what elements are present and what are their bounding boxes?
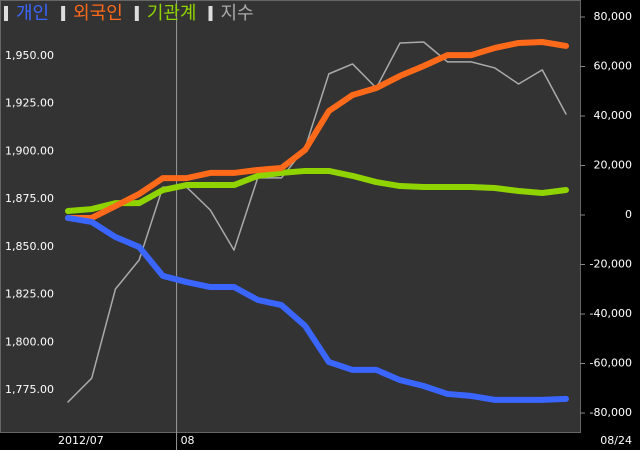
y-tick-label: 1,825.00 [5,288,54,301]
series-line [67,41,567,403]
y2-tick-label: 60,000 [594,60,633,73]
y-tick-label: 1,850.00 [5,240,54,253]
series-line [65,214,569,403]
legend-marker [208,6,213,21]
legend-label: 기관계 [147,3,197,24]
y-tick-label: 1,950.00 [5,49,54,62]
y2-tick-label: 20,000 [594,158,633,171]
y2-tick-label: -20,000 [590,257,632,270]
legend-label: 외국인 [73,3,123,24]
series-line [65,38,569,221]
y-tick-label: 1,800.00 [5,335,54,348]
x-tick-label: 08 [181,434,195,447]
y2-tick-label: -60,000 [590,356,632,369]
legend-label: 개인 [16,3,49,24]
y2-tick-label: 80,000 [594,10,633,23]
legend-marker [134,6,139,21]
y2-tick-label: 0 [625,208,632,221]
y2-tick-label: -80,000 [590,406,632,419]
y2-tick-label: -40,000 [590,307,632,320]
x-tick-label: 08/24 [600,434,632,447]
y-tick-label: 1,875.00 [5,192,54,205]
y-tick-label: 1,900.00 [5,144,54,157]
legend-label: 지수 [221,3,254,24]
legend-marker [4,6,8,21]
series-line [65,167,569,215]
y-tick-label: 1,775.00 [5,383,54,396]
y2-tick-label: 40,000 [594,109,633,122]
y-tick-label: 1,925.00 [5,97,54,110]
x-tick-label: 2012/07 [58,434,104,447]
legend-marker [61,6,66,21]
